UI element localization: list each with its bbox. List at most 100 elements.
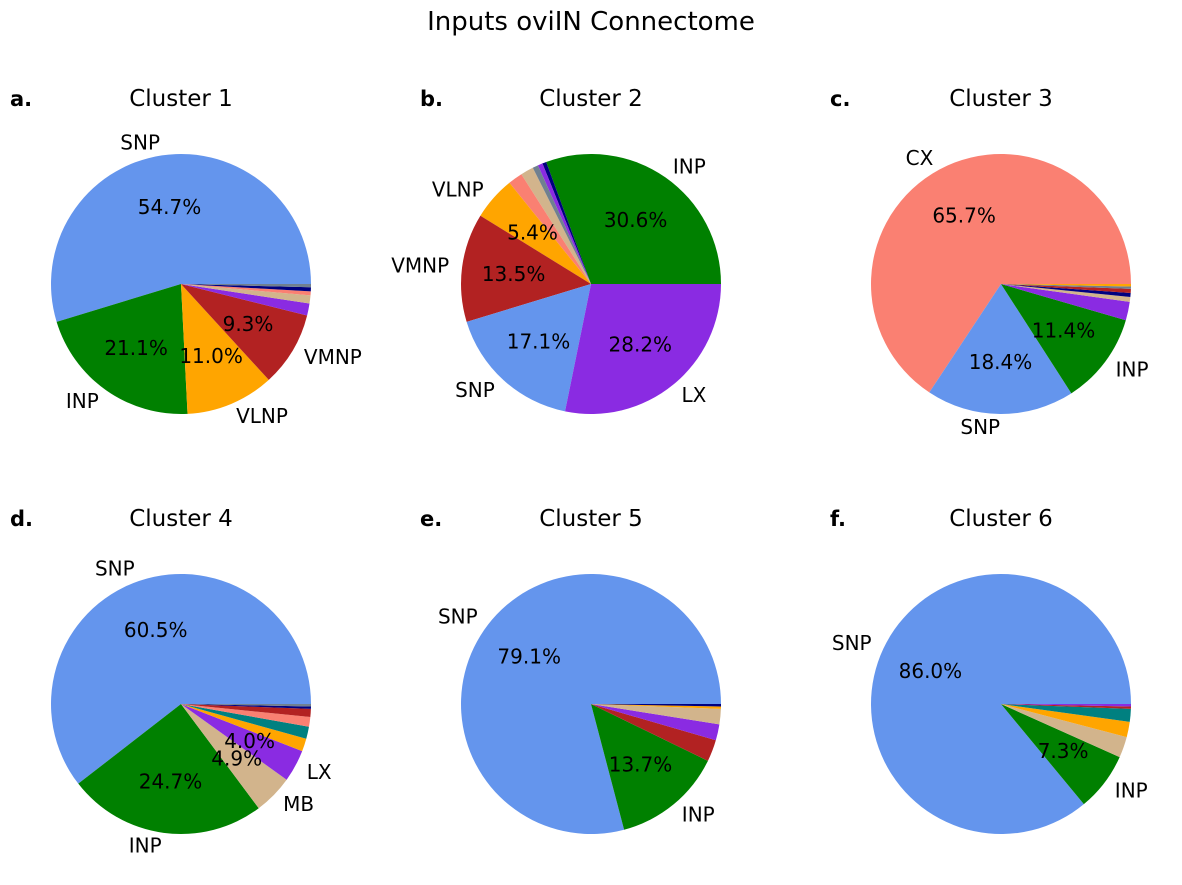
- slice-label: CX: [906, 146, 934, 170]
- pie-slice: [1001, 284, 1131, 289]
- slice-percentage: 9.3%: [223, 312, 274, 336]
- pie-slice: [509, 174, 591, 284]
- slice-label: INP: [129, 834, 162, 858]
- slice-percentage: 28.2%: [609, 332, 673, 356]
- pie-slice: [870, 153, 1131, 393]
- pie-slice: [521, 167, 591, 284]
- slice-percentage: 11.0%: [179, 344, 243, 368]
- panel-letter: b.: [420, 87, 443, 111]
- pie-slice: [929, 284, 1072, 414]
- slice-label: LX: [682, 383, 707, 407]
- slice-percentage: 86.0%: [899, 659, 963, 683]
- panel-letter: f.: [830, 507, 846, 531]
- panel-title: Cluster 3: [949, 86, 1053, 112]
- pie-slice: [871, 574, 1131, 835]
- pie-slice: [542, 161, 591, 284]
- slice-label: LX: [307, 760, 332, 784]
- slice-percentage: 24.7%: [139, 769, 203, 793]
- pie-slice: [51, 574, 311, 784]
- slice-label: INP: [1116, 358, 1149, 382]
- pie-slice: [181, 704, 311, 718]
- slice-percentage: 4.0%: [224, 729, 275, 753]
- slice-percentage: 30.6%: [604, 208, 668, 232]
- pie-slice: [591, 704, 721, 725]
- pie-slice: [532, 165, 591, 284]
- pie-slice: [1001, 284, 1130, 321]
- slice-label: MB: [283, 792, 314, 816]
- pie-slice: [181, 704, 307, 752]
- pie-slice: [1001, 284, 1131, 293]
- slice-percentage: 13.5%: [482, 262, 546, 286]
- slice-label: VLNP: [236, 404, 288, 428]
- slice-label: INP: [673, 155, 706, 179]
- pie-slice: [181, 704, 309, 739]
- pie-slice: [181, 704, 311, 727]
- slice-percentage: 65.7%: [932, 203, 996, 227]
- pie-panel: e. Cluster 5 79.1% SNP 13.7% INP: [420, 506, 722, 834]
- slice-percentage: 5.4%: [507, 220, 558, 244]
- pie-slice: [461, 215, 591, 322]
- pie-slice: [537, 163, 591, 284]
- pie-slice: [565, 284, 721, 414]
- panel-letter: c.: [830, 87, 850, 111]
- pie-slice: [480, 182, 591, 284]
- slice-percentage: 11.4%: [1032, 319, 1096, 343]
- pie-slice: [181, 284, 308, 380]
- pie-slice: [591, 704, 708, 830]
- pie-slice: [181, 704, 312, 707]
- panel-letter: e.: [420, 507, 442, 531]
- panel-title: Cluster 5: [539, 506, 643, 532]
- panel-letter: a.: [10, 87, 32, 111]
- slice-label: SNP: [960, 415, 1000, 439]
- pie-slice: [181, 704, 287, 809]
- slice-percentage: 17.1%: [507, 330, 571, 354]
- slice-label: VMNP: [304, 345, 362, 369]
- pie-slice: [181, 704, 311, 709]
- pie-slice: [56, 284, 188, 415]
- pie-slice: [1001, 704, 1131, 722]
- slice-label: SNP: [95, 557, 135, 581]
- pie-slice: [181, 704, 303, 780]
- slice-percentage: 13.7%: [609, 752, 673, 776]
- pie-slice: [181, 284, 311, 304]
- panel-letter: d.: [10, 507, 33, 531]
- slice-label: INP: [682, 803, 715, 827]
- slice-percentage: 4.9%: [211, 747, 262, 771]
- pie-slice: [1001, 284, 1131, 298]
- pie-slice: [1001, 704, 1131, 707]
- panel-title: Cluster 6: [949, 506, 1053, 532]
- pie-slice: [1001, 284, 1131, 302]
- slice-label: VMNP: [391, 254, 449, 278]
- pie-slice: [1001, 284, 1126, 394]
- pie-slice: [1001, 284, 1131, 287]
- pie-slice: [1001, 704, 1120, 805]
- pie-panel: f. Cluster 6 86.0% SNP 7.3% INP: [830, 506, 1148, 835]
- pie-slice: [1001, 704, 1130, 738]
- pie-slice: [51, 153, 312, 322]
- slice-label: INP: [1115, 779, 1148, 803]
- panel-title: Cluster 1: [129, 86, 233, 112]
- pie-slice: [461, 573, 721, 834]
- pie-panel: d. Cluster 4 60.5% SNP 24.7% INP 4.9% MB 4.0% LX: [10, 506, 332, 858]
- slice-percentage: 7.3%: [1038, 739, 1089, 763]
- slice-percentage: 54.7%: [138, 195, 202, 219]
- pie-slice: [546, 153, 722, 284]
- slice-percentage: 21.1%: [104, 336, 168, 360]
- pie-slice: [591, 704, 722, 707]
- pie-slice: [1001, 704, 1127, 758]
- slice-label: SNP: [455, 378, 495, 402]
- pie-panel: b. Cluster 2 30.6% INP 5.4% VLNP 13.5% VMNP 17.1…: [391, 86, 722, 414]
- pie-slice: [181, 284, 311, 288]
- slice-percentage: 79.1%: [497, 644, 561, 668]
- pie-slice: [181, 284, 311, 296]
- slice-label: VLNP: [432, 177, 484, 201]
- pie-panel: c. Cluster 3 65.7% CX 18.4% SNP 11.4% INP: [830, 86, 1149, 439]
- pie-slice: [591, 704, 721, 709]
- pie-slice: [1001, 704, 1131, 709]
- pie-slice: [181, 284, 310, 316]
- pie-slice: [466, 284, 591, 412]
- pie-slice: [591, 704, 716, 761]
- slice-label: SNP: [832, 631, 872, 655]
- pie-slice: [78, 704, 259, 834]
